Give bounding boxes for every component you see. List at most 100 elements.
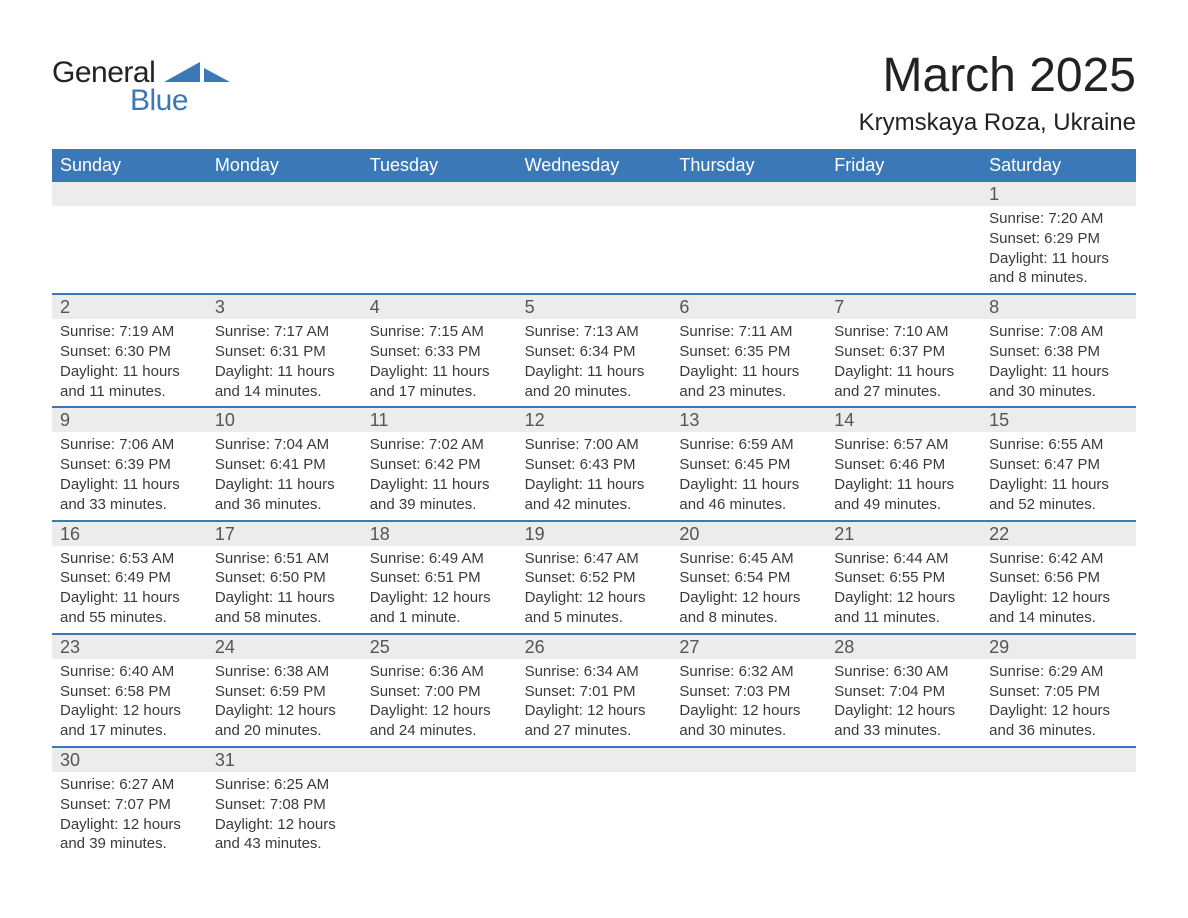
daylight-text: Daylight: 12 hours (60, 815, 199, 835)
daylight-text: and 11 minutes. (60, 382, 199, 402)
sunrise-text: Sunrise: 6:42 AM (989, 549, 1128, 569)
calendar-cell: Sunrise: 6:55 AMSunset: 6:47 PMDaylight:… (981, 432, 1136, 519)
sunset-text: Sunset: 6:37 PM (834, 342, 973, 362)
sunset-text: Sunset: 7:07 PM (60, 795, 199, 815)
sunset-text: Sunset: 6:55 PM (834, 568, 973, 588)
daylight-text: and 33 minutes. (834, 721, 973, 741)
daylight-text: and 52 minutes. (989, 495, 1128, 515)
calendar-cell: Sunrise: 6:53 AMSunset: 6:49 PMDaylight:… (52, 546, 207, 633)
calendar-cell (362, 206, 517, 293)
sunset-text: Sunset: 6:42 PM (370, 455, 509, 475)
daylight-text: and 20 minutes. (525, 382, 664, 402)
calendar-week: 3031 Sunrise: 6:27 AMSunset: 7:07 PMDayli… (52, 746, 1136, 859)
day-number-row: 3031 (52, 748, 1136, 772)
weekday-label: Monday (207, 149, 362, 182)
calendar-cell (517, 772, 672, 859)
sunrise-text: Sunrise: 6:49 AM (370, 549, 509, 569)
daylight-text: and 5 minutes. (525, 608, 664, 628)
daylight-text: Daylight: 12 hours (60, 701, 199, 721)
sunrise-text: Sunrise: 6:30 AM (834, 662, 973, 682)
day-number: 31 (207, 748, 362, 772)
day-number: 24 (207, 635, 362, 659)
sunrise-text: Sunrise: 6:27 AM (60, 775, 199, 795)
header: General Blue March 2025 Krymskaya Roza, … (52, 48, 1136, 137)
day-number: 21 (826, 522, 981, 546)
daylight-text: and 42 minutes. (525, 495, 664, 515)
calendar-cell: Sunrise: 6:47 AMSunset: 6:52 PMDaylight:… (517, 546, 672, 633)
day-number: 22 (981, 522, 1136, 546)
weekday-header-row: Sunday Monday Tuesday Wednesday Thursday… (52, 149, 1136, 182)
sunset-text: Sunset: 6:39 PM (60, 455, 199, 475)
daylight-text: Daylight: 11 hours (60, 362, 199, 382)
calendar-cell: Sunrise: 7:20 AMSunset: 6:29 PMDaylight:… (981, 206, 1136, 293)
daylight-text: Daylight: 11 hours (679, 362, 818, 382)
calendar-cell: Sunrise: 7:00 AMSunset: 6:43 PMDaylight:… (517, 432, 672, 519)
weekday-label: Friday (826, 149, 981, 182)
daylight-text: and 49 minutes. (834, 495, 973, 515)
sunset-text: Sunset: 6:58 PM (60, 682, 199, 702)
daylight-text: Daylight: 12 hours (679, 701, 818, 721)
daylight-text: Daylight: 11 hours (525, 362, 664, 382)
daylight-text: Daylight: 12 hours (834, 588, 973, 608)
calendar-cell: Sunrise: 7:15 AMSunset: 6:33 PMDaylight:… (362, 319, 517, 406)
sunrise-text: Sunrise: 7:00 AM (525, 435, 664, 455)
calendar-cell (671, 206, 826, 293)
sunset-text: Sunset: 7:08 PM (215, 795, 354, 815)
sunrise-text: Sunrise: 6:45 AM (679, 549, 818, 569)
sunrise-text: Sunrise: 6:34 AM (525, 662, 664, 682)
sunrise-text: Sunrise: 7:06 AM (60, 435, 199, 455)
sunrise-text: Sunrise: 7:19 AM (60, 322, 199, 342)
daylight-text: Daylight: 12 hours (525, 588, 664, 608)
day-number: 26 (517, 635, 672, 659)
day-number: 29 (981, 635, 1136, 659)
weekday-label: Thursday (671, 149, 826, 182)
sunset-text: Sunset: 7:04 PM (834, 682, 973, 702)
daylight-text: Daylight: 12 hours (525, 701, 664, 721)
sunrise-text: Sunrise: 7:20 AM (989, 209, 1128, 229)
sunset-text: Sunset: 6:51 PM (370, 568, 509, 588)
day-number (207, 182, 362, 206)
sunrise-text: Sunrise: 7:11 AM (679, 322, 818, 342)
daylight-text: Daylight: 11 hours (370, 475, 509, 495)
day-number: 28 (826, 635, 981, 659)
day-number: 11 (362, 408, 517, 432)
sunset-text: Sunset: 7:00 PM (370, 682, 509, 702)
day-number (52, 182, 207, 206)
calendar-week: 23242526272829 Sunrise: 6:40 AMSunset: 6:… (52, 633, 1136, 746)
calendar-cell: Sunrise: 7:02 AMSunset: 6:42 PMDaylight:… (362, 432, 517, 519)
sunset-text: Sunset: 7:03 PM (679, 682, 818, 702)
daylight-text: and 11 minutes. (834, 608, 973, 628)
daylight-text: and 33 minutes. (60, 495, 199, 515)
daylight-text: Daylight: 12 hours (989, 588, 1128, 608)
calendar-week: 16171819202122Sunrise: 6:53 AMSunset: 6:… (52, 520, 1136, 633)
day-number (671, 182, 826, 206)
sunrise-text: Sunrise: 6:53 AM (60, 549, 199, 569)
weekday-label: Sunday (52, 149, 207, 182)
daylight-text: and 30 minutes. (679, 721, 818, 741)
day-number (517, 182, 672, 206)
day-number: 2 (52, 295, 207, 319)
day-number-row: 9101112131415 (52, 408, 1136, 432)
day-number: 20 (671, 522, 826, 546)
day-number: 25 (362, 635, 517, 659)
daylight-text: and 58 minutes. (215, 608, 354, 628)
sunset-text: Sunset: 6:49 PM (60, 568, 199, 588)
title-block: March 2025 Krymskaya Roza, Ukraine (859, 48, 1136, 137)
sunset-text: Sunset: 6:46 PM (834, 455, 973, 475)
sunrise-text: Sunrise: 7:13 AM (525, 322, 664, 342)
calendar-cell: Sunrise: 6:57 AMSunset: 6:46 PMDaylight:… (826, 432, 981, 519)
day-number: 18 (362, 522, 517, 546)
sunrise-text: Sunrise: 6:40 AM (60, 662, 199, 682)
daylight-text: and 17 minutes. (60, 721, 199, 741)
sunset-text: Sunset: 7:05 PM (989, 682, 1128, 702)
sunrise-text: Sunrise: 6:36 AM (370, 662, 509, 682)
weekday-label: Wednesday (517, 149, 672, 182)
sunset-text: Sunset: 6:30 PM (60, 342, 199, 362)
day-number: 4 (362, 295, 517, 319)
day-number-row: 23242526272829 (52, 635, 1136, 659)
day-number: 17 (207, 522, 362, 546)
calendar-cell: Sunrise: 6:42 AMSunset: 6:56 PMDaylight:… (981, 546, 1136, 633)
day-number: 27 (671, 635, 826, 659)
sunrise-text: Sunrise: 6:29 AM (989, 662, 1128, 682)
calendar-cell: Sunrise: 6:38 AMSunset: 6:59 PMDaylight:… (207, 659, 362, 746)
